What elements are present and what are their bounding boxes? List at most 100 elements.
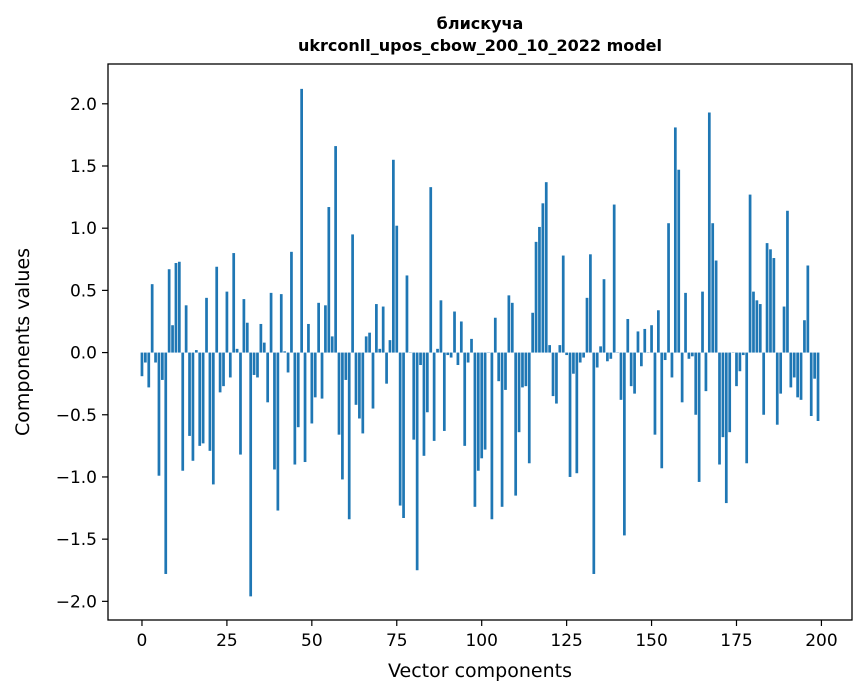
- bar: [232, 253, 236, 353]
- bar: [354, 352, 358, 405]
- bar: [640, 352, 643, 367]
- bar: [551, 352, 555, 397]
- bar: [449, 352, 453, 358]
- y-tick-label: −0.5: [56, 406, 97, 426]
- bar: [694, 352, 698, 415]
- bar: [714, 260, 718, 353]
- bar: [538, 226, 541, 353]
- bar: [412, 352, 416, 440]
- bar: [432, 352, 436, 441]
- bar: [748, 194, 752, 353]
- y-tick-label: 0.5: [70, 281, 97, 301]
- bar: [769, 249, 772, 353]
- bar: [803, 320, 806, 353]
- bar: [296, 352, 300, 428]
- chart-title-line-2: ukrconll_upos_cbow_200_10_2022 model: [298, 36, 662, 55]
- bar: [293, 352, 297, 465]
- bar: [191, 352, 195, 461]
- bar: [609, 352, 613, 359]
- bar: [657, 310, 660, 353]
- bar: [215, 266, 219, 353]
- bar: [300, 88, 303, 353]
- y-axis-label: Components values: [12, 248, 34, 436]
- bar: [330, 336, 334, 353]
- bar: [707, 112, 711, 353]
- bar: [619, 352, 623, 400]
- bar: [307, 323, 310, 353]
- bar: [480, 352, 484, 459]
- bar: [490, 352, 494, 520]
- bar: [245, 322, 249, 353]
- bar: [524, 352, 528, 387]
- bar: [164, 352, 168, 574]
- bar: [745, 352, 749, 464]
- bar: [463, 352, 467, 446]
- bar: [405, 275, 409, 353]
- bar: [290, 251, 293, 353]
- bar: [188, 352, 191, 436]
- x-tick-label: 50: [301, 631, 323, 651]
- bar: [453, 311, 456, 353]
- bar: [425, 352, 429, 413]
- bar: [228, 352, 232, 378]
- bar: [504, 352, 507, 390]
- bar: [775, 352, 779, 425]
- bar: [347, 352, 351, 520]
- bar: [724, 352, 728, 504]
- bar: [575, 352, 579, 474]
- bar: [225, 291, 229, 353]
- bar: [205, 297, 208, 353]
- bar: [653, 352, 657, 435]
- bar: [466, 352, 470, 363]
- x-tick-label: 125: [550, 631, 582, 651]
- bar: [565, 352, 568, 356]
- bar: [684, 292, 687, 353]
- bar: [211, 352, 215, 485]
- bar: [687, 352, 691, 359]
- bar: [286, 352, 290, 373]
- bar: [446, 352, 450, 356]
- bar: [161, 352, 164, 380]
- bar: [222, 352, 225, 387]
- bar: [381, 306, 385, 353]
- bar: [544, 182, 548, 353]
- bar: [415, 352, 419, 571]
- x-tick-label: 100: [465, 631, 497, 651]
- bar: [612, 204, 616, 353]
- bar: [792, 352, 796, 378]
- x-tick-label: 75: [386, 631, 408, 651]
- bar: [442, 352, 446, 431]
- bar: [782, 306, 786, 353]
- bar: [813, 352, 816, 379]
- bar: [670, 352, 674, 378]
- bar: [181, 352, 185, 471]
- bar: [385, 352, 388, 384]
- bar: [276, 352, 280, 511]
- bar: [201, 352, 205, 444]
- bar: [262, 342, 266, 353]
- bar: [578, 352, 582, 363]
- bar: [154, 352, 157, 363]
- bar: [177, 261, 181, 353]
- bar: [568, 352, 572, 477]
- bar: [422, 352, 426, 456]
- bar: [144, 352, 147, 363]
- bar: [157, 352, 161, 476]
- bar: [497, 352, 501, 382]
- bar: [534, 241, 538, 353]
- bar: [174, 263, 178, 353]
- bar: [592, 352, 596, 574]
- bar: [514, 352, 518, 496]
- bar: [548, 345, 551, 353]
- bar: [150, 284, 154, 353]
- bar: [500, 352, 504, 507]
- bar: [602, 279, 606, 353]
- bar: [762, 352, 766, 415]
- bar: [680, 352, 684, 403]
- bar: [218, 352, 222, 393]
- bar: [663, 352, 667, 361]
- y-axis-ticks: −2.0 −1.5 −1.0 −0.5 0.0 0.5 1.0 1.5 2.0: [56, 95, 108, 612]
- bar: [752, 291, 755, 353]
- y-tick-label: 1.0: [70, 219, 97, 239]
